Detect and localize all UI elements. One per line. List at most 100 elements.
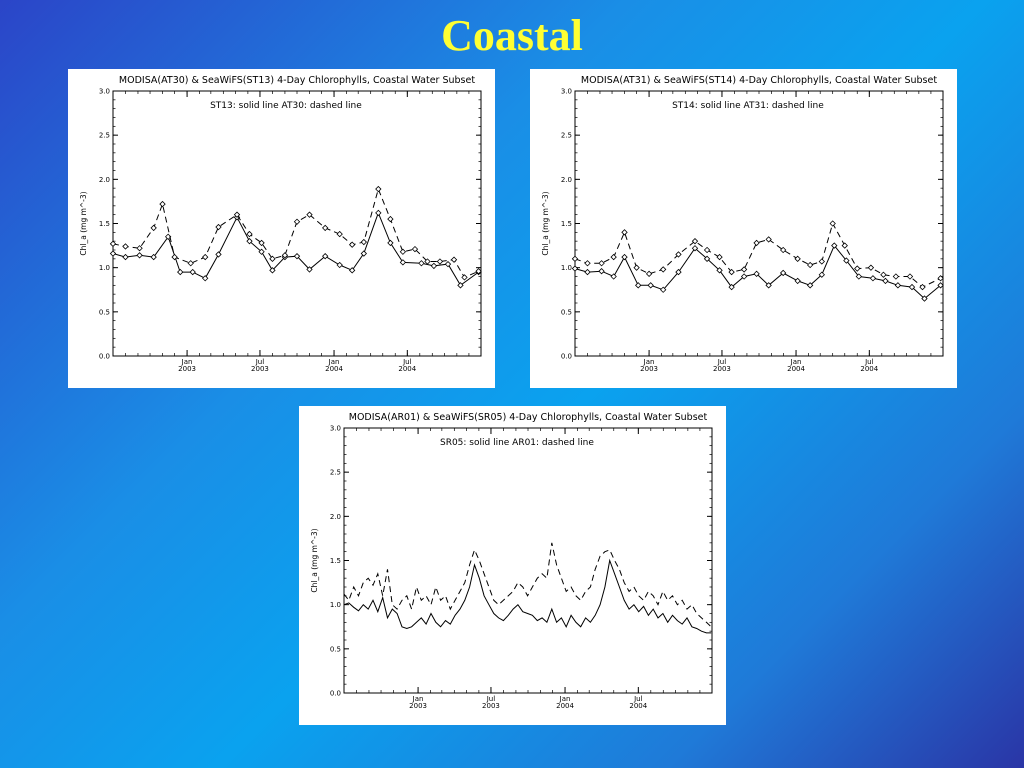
data-point-at30: [246, 230, 253, 238]
x-tick-month: Jul: [402, 358, 412, 366]
y-tick-label: 1.0: [330, 601, 341, 609]
data-point-st14: [921, 295, 928, 302]
chart-panel-at31: MODISA(AT31) & SeaWiFS(ST14) 4-Day Chlor…: [530, 69, 957, 388]
data-point-st13: [306, 266, 313, 273]
data-point-st13: [215, 251, 222, 258]
data-point-at31: [675, 251, 682, 258]
y-tick-label: 2.0: [330, 513, 341, 521]
data-point-st14: [728, 283, 735, 291]
x-tick-month: Jul: [633, 695, 643, 703]
data-point-at31: [691, 238, 699, 245]
data-point-at31: [703, 246, 711, 254]
data-point-at30: [269, 255, 276, 262]
plot-frame: [574, 90, 944, 357]
data-point-at30: [348, 241, 356, 248]
slide-title: Coastal: [441, 11, 583, 60]
data-point-at31: [937, 275, 944, 282]
y-tick-label: 0.5: [99, 308, 110, 316]
y-tick-label: 0.0: [561, 353, 572, 361]
x-tick-month: Jan: [412, 695, 424, 703]
x-tick-month: Jan: [559, 695, 571, 703]
data-point-at31: [779, 246, 787, 254]
data-point-at30: [411, 245, 419, 253]
data-point-st14: [691, 245, 699, 252]
data-point-at30: [475, 268, 482, 275]
x-tick-year: 2003: [640, 365, 658, 373]
legend-text: ST13: solid line AT30: dashed line: [210, 101, 362, 111]
data-point-st14: [703, 255, 711, 262]
series-line-sr05: [343, 558, 712, 634]
data-point-at31: [621, 229, 628, 236]
y-tick-label: 0.5: [561, 308, 572, 316]
chart-title: MODISA(AR01) & SeaWiFS(SR05) 4-Day Chlor…: [349, 412, 708, 423]
chart-panel-at30: MODISA(AT30) & SeaWiFS(ST13) 4-Day Chlor…: [68, 69, 495, 388]
data-point-at31: [867, 264, 875, 271]
data-point-at30: [306, 211, 313, 218]
data-point-at30: [461, 274, 468, 281]
data-point-at31: [794, 255, 801, 262]
data-point-st13: [136, 252, 143, 259]
data-point-at31: [753, 239, 760, 247]
legend-text: ST14: solid line AT31: dashed line: [672, 101, 824, 111]
data-point-st14: [908, 283, 916, 291]
data-point-st13: [444, 260, 452, 268]
x-tick-month: Jan: [790, 358, 802, 366]
data-point-st13: [246, 238, 253, 245]
data-point-at30: [136, 245, 143, 252]
chart-title: MODISA(AT30) & SeaWiFS(ST13) 4-Day Chlor…: [119, 75, 475, 86]
data-point-at31: [740, 266, 748, 273]
y-tick-label: 3.0: [330, 425, 341, 433]
data-point-st14: [843, 257, 850, 264]
data-point-st13: [399, 259, 407, 266]
chart-panel-ar01: MODISA(AR01) & SeaWiFS(SR05) 4-Day Chlor…: [299, 406, 726, 725]
data-point-st14: [716, 267, 723, 274]
data-point-st14: [818, 271, 825, 278]
data-point-at30: [281, 252, 289, 259]
data-point-st14: [855, 273, 863, 280]
data-point-st13: [457, 282, 464, 289]
x-tick-year: 2003: [409, 702, 427, 710]
x-tick-year: 2003: [251, 365, 269, 373]
data-point-at30: [450, 256, 458, 263]
data-point-at30: [233, 211, 241, 218]
data-point-st13: [387, 239, 394, 247]
data-point-at30: [187, 260, 194, 267]
data-point-at31: [892, 273, 900, 280]
data-point-st13: [109, 250, 117, 257]
data-point-st13: [122, 253, 129, 261]
data-point-at31: [806, 261, 814, 269]
y-axis-label: Chl_a (mg m^-3): [310, 528, 319, 592]
data-point-st13: [150, 253, 157, 261]
data-point-at30: [399, 248, 407, 255]
data-point-st14: [621, 253, 628, 261]
data-point-at30: [215, 223, 222, 231]
data-point-st14: [635, 282, 642, 289]
x-tick-year: 2003: [482, 702, 500, 710]
y-tick-label: 1.5: [330, 557, 341, 565]
x-tick-year: 2003: [178, 365, 196, 373]
x-tick-year: 2004: [629, 702, 647, 710]
data-point-at30: [424, 258, 431, 265]
data-point-at31: [633, 264, 640, 271]
y-tick-label: 1.0: [561, 264, 572, 272]
data-point-st13: [430, 262, 438, 270]
x-tick-month: Jul: [486, 695, 496, 703]
data-point-at31: [598, 260, 605, 267]
x-tick-year: 2004: [556, 702, 574, 710]
legend-text: SR05: solid line AR01: dashed line: [440, 438, 594, 448]
data-point-st13: [418, 260, 425, 267]
chart-title: MODISA(AT31) & SeaWiFS(ST14) 4-Day Chlor…: [581, 75, 937, 86]
x-tick-month: Jan: [328, 358, 340, 366]
data-point-at31: [660, 266, 667, 273]
data-point-at30: [375, 185, 382, 193]
data-point-at31: [841, 242, 848, 249]
data-point-at31: [584, 260, 591, 267]
chart-svg: MODISA(AT31) & SeaWiFS(ST14) 4-Day Chlor…: [541, 75, 944, 373]
data-point-at30: [436, 258, 444, 265]
x-tick-month: Jul: [717, 358, 727, 366]
data-point-at30: [122, 243, 129, 250]
x-tick-year: 2003: [713, 365, 731, 373]
data-point-at31: [571, 255, 579, 262]
data-point-at30: [159, 200, 166, 208]
data-point-st14: [571, 265, 579, 272]
